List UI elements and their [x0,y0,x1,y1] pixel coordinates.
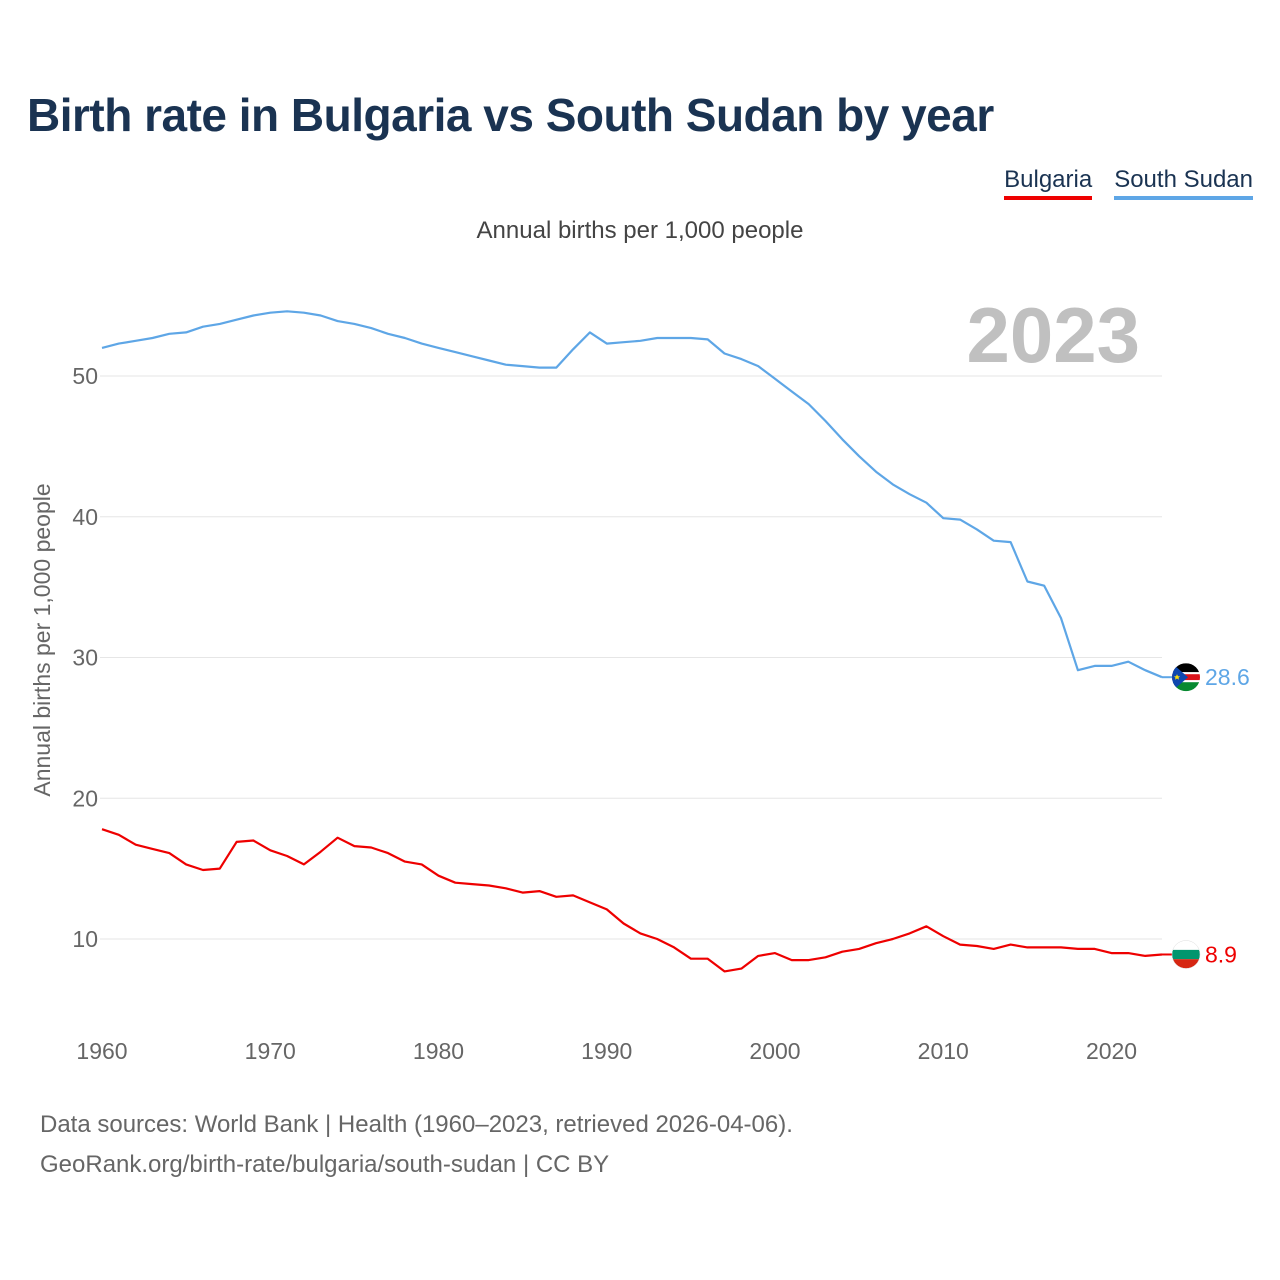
south-sudan-end-value: 28.6 [1205,664,1250,690]
series-end-markers: 28.6 8.9 [1171,663,1250,969]
x-tick-label: 1970 [245,1038,296,1064]
series-line-bulgaria[interactable] [101,828,1163,973]
x-tick-label: 1990 [581,1038,632,1064]
x-tick-label: 2000 [749,1038,800,1064]
x-tick-label: 2020 [1086,1038,1137,1064]
x-tick-label: 2010 [918,1038,969,1064]
legend: Bulgaria South Sudan [1004,166,1253,200]
legend-item-bulgaria[interactable]: Bulgaria [1004,166,1093,200]
series-lines [101,310,1172,973]
y-axis-ticks: 10 20 30 40 50 [72,363,98,952]
bulgaria-flag-icon [1171,940,1201,969]
gridlines [100,375,1162,940]
south-sudan-flag-icon [1172,663,1200,692]
y-tick-label: 50 [72,363,98,389]
y-tick-label: 30 [72,645,98,671]
bulgaria-end-value: 8.9 [1205,941,1237,967]
x-tick-label: 1960 [76,1038,127,1064]
source-note: Data sources: World Bank | Health (1960–… [40,1105,793,1185]
x-axis-ticks: 1960 1970 1980 1990 2000 2010 2020 [76,1038,1137,1064]
source-line-1: Data sources: World Bank | Health (1960–… [40,1111,793,1138]
current-year-label: 2023 [966,291,1140,379]
y-tick-label: 20 [72,785,98,811]
chart-subtitle: Annual births per 1,000 people [476,217,804,244]
y-tick-label: 10 [72,926,98,952]
y-axis-label: Annual births per 1,000 people [29,483,55,796]
chart-title: Birth rate in Bulgaria vs South Sudan by… [27,89,994,141]
x-tick-label: 1980 [413,1038,464,1064]
legend-item-south-sudan[interactable]: South Sudan [1114,166,1253,200]
y-tick-label: 40 [72,504,98,530]
source-line-2[interactable]: GeoRank.org/birth-rate/bulgaria/south-su… [40,1151,610,1178]
series-line-south-sudan[interactable] [101,310,1163,679]
